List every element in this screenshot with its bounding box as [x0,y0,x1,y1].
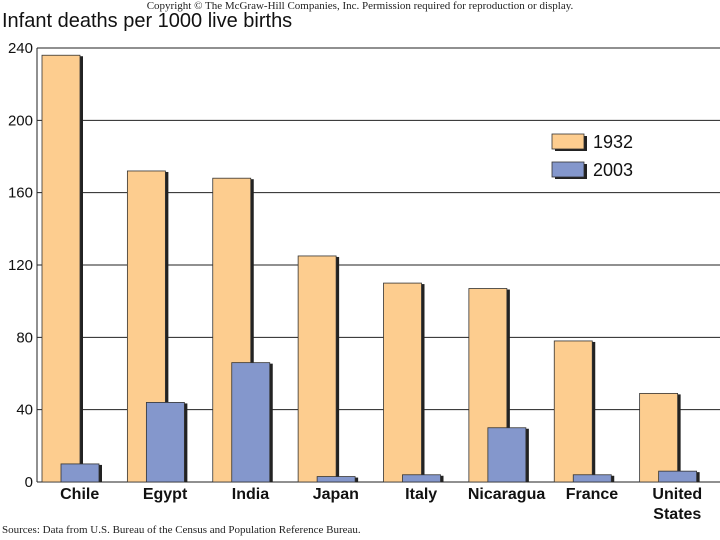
bar-2003-india [231,362,271,483]
x-category-label: France [566,486,619,503]
y-tick-label: 120 [8,257,33,274]
bar-1932-united-states [639,392,679,483]
x-category-label: Egypt [143,486,188,503]
x-category-label: India [232,486,269,503]
x-category-label: United [652,486,702,503]
legend-swatch-2003 [551,161,585,178]
legend-label-2003: 2003 [593,160,633,180]
bar-1932-italy [383,282,422,483]
y-tick-label: 40 [16,402,33,419]
y-tick-label: 160 [8,185,33,202]
x-category-label: Italy [405,486,437,503]
y-tick-label: 80 [16,329,33,346]
bar-2003-nicaragua [487,427,527,483]
bar-1932-chile [41,54,81,483]
source-note: Sources: Data from U.S. Bureau of the Ce… [2,524,361,536]
bar-2003-france [572,474,612,483]
x-category-label: Chile [60,486,99,503]
legend-label-1932: 1932 [593,132,633,152]
bar-2003-united-states [658,470,698,483]
bar-2003-egypt [145,402,185,483]
x-category-label: Nicaragua [468,486,545,503]
bar-2003-chile [60,463,100,483]
x-category-label-line2: States [653,506,701,523]
bar-2003-japan [316,476,356,483]
bar-1932-japan [297,255,337,483]
copyright-notice: Copyright © The McGraw-Hill Companies, I… [146,0,574,12]
y-tick-label: 200 [8,112,33,129]
chart-title: Infant deaths per 1000 live births [2,10,293,32]
bar-1932-france [553,340,593,483]
y-tick-label: 240 [8,40,33,57]
bar-2003-italy [402,474,441,483]
x-category-label: Japan [313,486,359,503]
y-tick-label: 0 [25,474,33,491]
legend-swatch-1932 [551,133,585,150]
